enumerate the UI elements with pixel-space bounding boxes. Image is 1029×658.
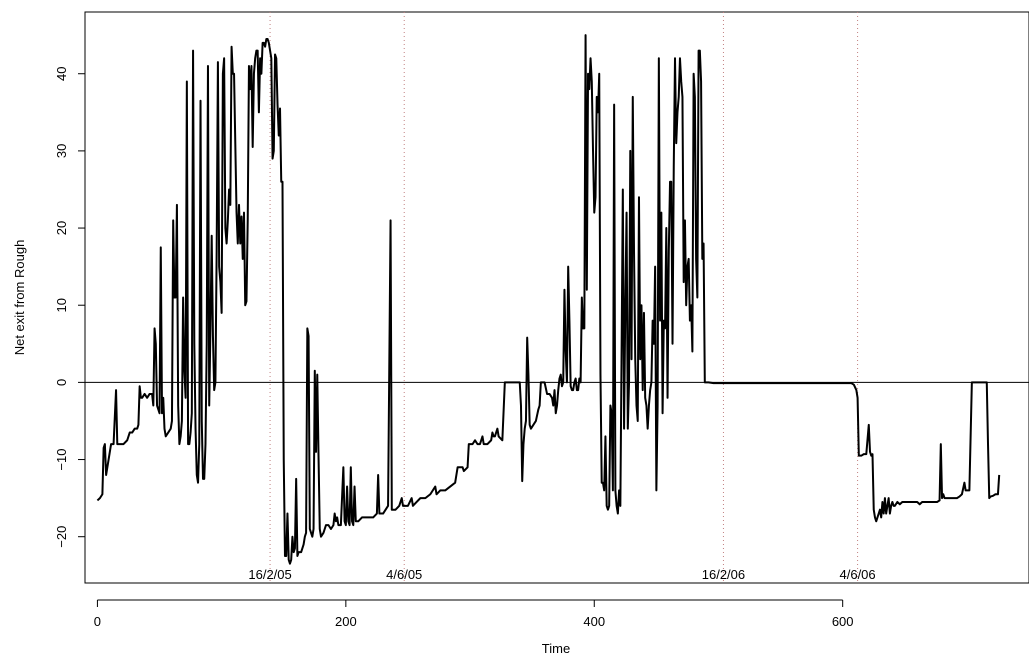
event-label: 4/6/05: [386, 567, 422, 582]
x-axis: 0 200 400 600: [94, 599, 854, 629]
y-tick-label: −20: [54, 526, 69, 548]
event-label: 16/2/05: [248, 567, 291, 582]
series-line: [96, 34, 1001, 565]
x-tick-label: 0: [94, 614, 101, 629]
y-tick-label: 10: [54, 298, 69, 312]
y-axis-title: Net exit from Rough: [12, 240, 27, 356]
event-label: 4/6/06: [840, 567, 876, 582]
y-tick-label: 0: [54, 379, 69, 386]
y-tick-label: 30: [54, 144, 69, 158]
plot-frame: [84, 11, 1029, 584]
event-label: 16/2/06: [702, 567, 745, 582]
x-tick-label: 400: [583, 614, 605, 629]
plot-area: 16/2/05 4/6/05 16/2/06 4/6/06: [84, 11, 1029, 584]
event-lines: 16/2/05 4/6/05 16/2/06 4/6/06: [248, 12, 876, 583]
y-axis: −20 −10 0 10 20 30 40: [54, 66, 86, 548]
y-tick-label: −10: [54, 449, 69, 471]
y-tick-label: 40: [54, 66, 69, 80]
x-tick-label: 200: [335, 614, 357, 629]
y-tick-label: 20: [54, 221, 69, 235]
x-tick-label: 600: [832, 614, 854, 629]
x-axis-title: Time: [542, 641, 570, 656]
